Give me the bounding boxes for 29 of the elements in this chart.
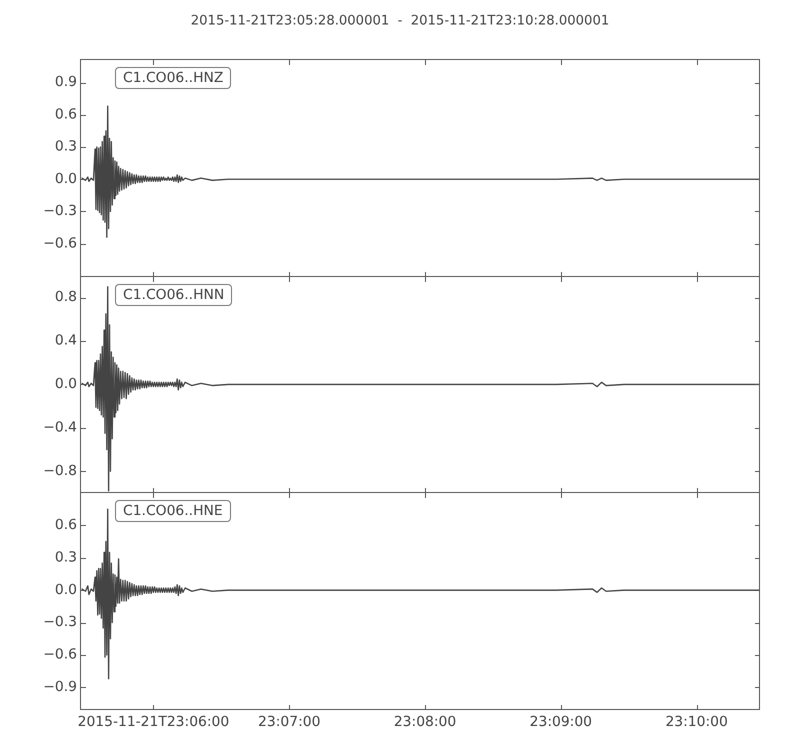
- y-tick-label: −0.4: [43, 419, 78, 436]
- y-tick-label: −0.6: [43, 235, 77, 252]
- x-tick-label: 23:08:00: [394, 714, 456, 730]
- y-tick-label: 0.3: [54, 549, 77, 566]
- y-tick-label: 0.8: [54, 289, 77, 306]
- label-frame: C1.CO06..HNN: [115, 284, 232, 306]
- annotation: C1.CO06..HNZ: [123, 70, 224, 86]
- y-tick-label: 0.6: [54, 516, 77, 533]
- annotation: C1.CO06..HNN: [123, 287, 224, 303]
- annotation: C1.CO06..HNE: [123, 503, 223, 519]
- x-tick-label: 23:07:00: [258, 714, 320, 730]
- y-tick-label: 0.0: [54, 376, 77, 392]
- x-tick-label: 23:10:00: [665, 714, 728, 730]
- chart-title: 2015-11-21T23:05:28.000001 - 2015-11-21T23:10:28.000001: [190, 13, 610, 28]
- y-tick-label: −0.3: [43, 203, 77, 220]
- y-tick-label: −0.6: [43, 646, 77, 663]
- y-tick-label: −0.8: [43, 462, 77, 479]
- y-tick-label: −0.9: [43, 678, 77, 695]
- x-tick-label: 2015-11-21T23:06:00: [78, 714, 230, 730]
- y-tick-label: 0.6: [54, 106, 77, 122]
- y-tick-label: 0.0: [54, 582, 77, 598]
- label-frame: C1.CO06..HNE: [115, 500, 231, 522]
- y-tick-label: 0.0: [54, 170, 77, 187]
- y-tick-label: −0.3: [43, 614, 77, 630]
- y-tick-label: 0.3: [54, 138, 77, 155]
- y-tick-label: 0.4: [54, 332, 78, 349]
- x-tick-label: 23:09:00: [530, 714, 592, 730]
- y-tick-label: 0.9: [54, 74, 77, 90]
- label-frame: C1.CO06..HNZ: [115, 67, 232, 89]
